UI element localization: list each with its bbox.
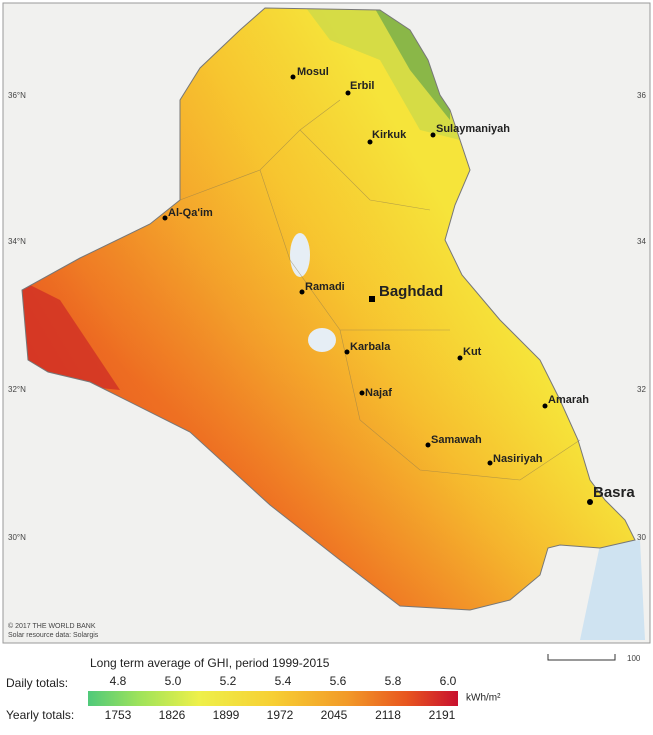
city-label: Al-Qa'im	[168, 207, 213, 219]
latitude-label: 32°N	[8, 385, 26, 394]
cities	[162, 74, 593, 505]
city-label: Kut	[463, 346, 482, 358]
scale-label: 100	[627, 654, 641, 663]
latitude-label: 34	[637, 237, 646, 246]
city-label: Najaf	[365, 387, 392, 399]
latitude-label: 32	[637, 385, 646, 394]
daily-value: 4.8	[110, 674, 127, 688]
city-label: Ramadi	[305, 281, 345, 293]
latitude-label: 34°N	[8, 237, 26, 246]
legend-row-label: Daily totals:	[6, 676, 68, 690]
city-label: Mosul	[297, 66, 329, 78]
yearly-value: 1753	[105, 708, 132, 722]
scale-bar	[547, 654, 616, 661]
city-label: Kirkuk	[372, 129, 407, 141]
yearly-value: 2118	[375, 708, 401, 722]
legend-values: 4.8 5.0 5.2 5.4 5.6 5.8 6.0 1753 1826 1899 1972 204…	[105, 674, 457, 722]
daily-value: 5.0	[165, 674, 182, 688]
city-label: Amarah	[548, 394, 589, 406]
daily-value: 6.0	[440, 674, 457, 688]
legend-unit: kWh/m²	[466, 693, 501, 704]
daily-value: 5.6	[330, 674, 347, 688]
city-label: Nasiriyah	[493, 453, 543, 465]
city-label: Basra	[593, 484, 635, 501]
city-label: Karbala	[350, 341, 391, 353]
gulf-water	[580, 540, 645, 640]
credit: © 2017 THE WORLD BANK	[8, 622, 96, 630]
province-borders	[179, 99, 581, 481]
daily-value: 5.2	[220, 674, 237, 688]
city-label: Erbil	[350, 80, 374, 92]
credit: Solar resource data: Solargis	[8, 632, 99, 639]
city-label: Sulaymaniyah	[436, 123, 510, 135]
city-label: Baghdad	[379, 283, 443, 300]
legend-title: Long term average of GHI, period 1999-20…	[90, 656, 330, 670]
daily-value: 5.4	[275, 674, 292, 688]
latitude-label: 36	[637, 91, 646, 100]
yearly-value: 1826	[159, 708, 186, 722]
latitude-label: 30°N	[8, 533, 26, 542]
latitude-label: 30	[637, 533, 646, 542]
city-label: Samawah	[431, 434, 482, 446]
yearly-value: 1972	[267, 708, 294, 722]
yearly-value: 2045	[321, 708, 348, 722]
yearly-value: 2191	[429, 708, 456, 722]
daily-value: 5.8	[385, 674, 402, 688]
latitude-label: 36°N	[8, 91, 26, 100]
legend-color-bar	[88, 691, 458, 706]
yearly-value: 1899	[213, 708, 240, 722]
legend-row-label: Yearly totals:	[6, 708, 74, 722]
